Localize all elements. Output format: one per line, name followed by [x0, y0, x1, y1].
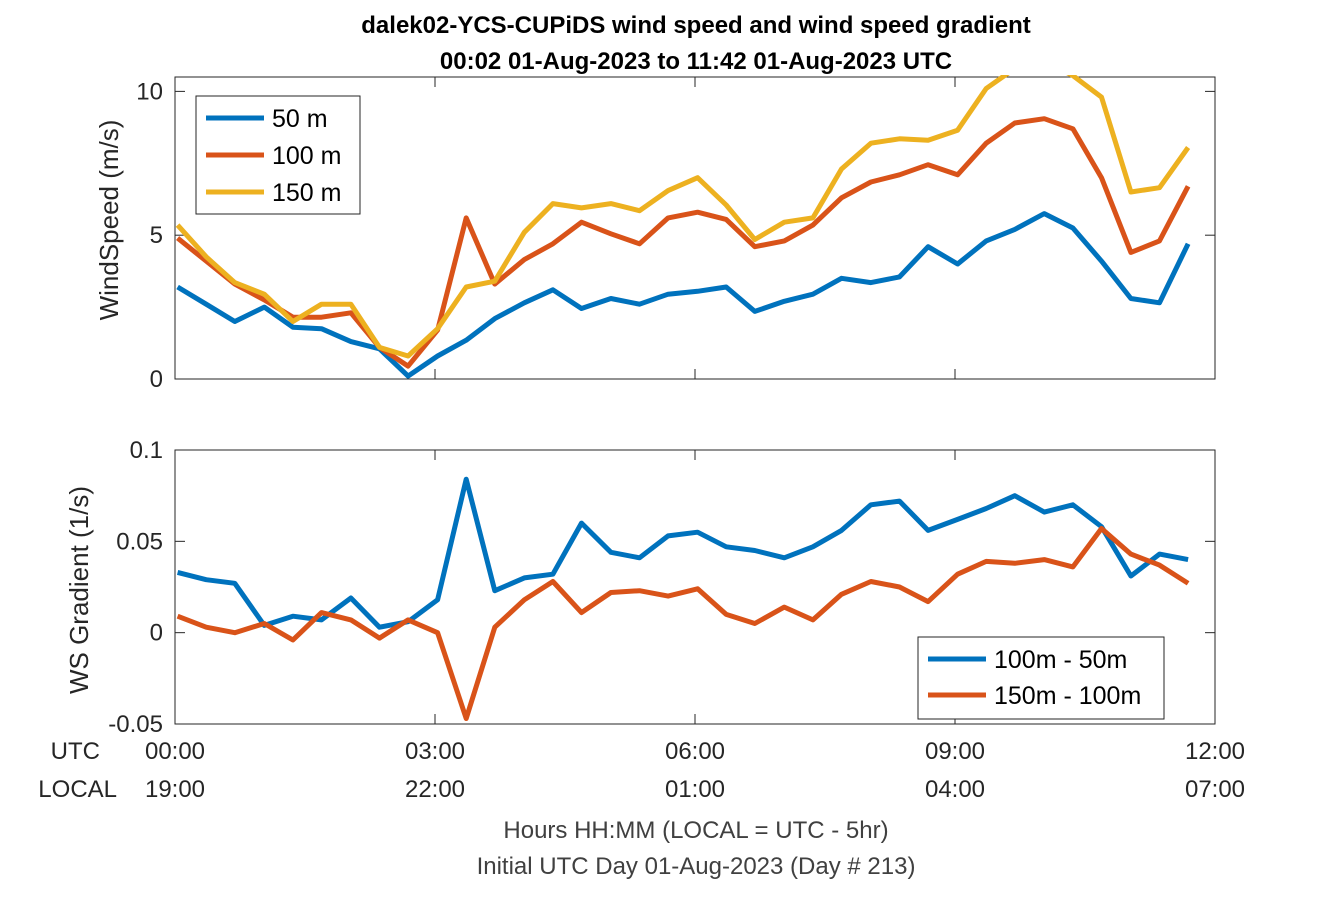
y-tick-label: -0.05	[108, 711, 163, 738]
wind-speed-panel: 0 5 10 WindSpeed (m/s) 50 m 100 m 150 m	[94, 61, 1216, 393]
x-tick-label-local: 04:00	[925, 776, 985, 803]
x-tick-label-utc: 06:00	[665, 738, 725, 765]
legend-label: 150 m	[272, 179, 341, 207]
x-tick-label-local: 22:00	[405, 776, 465, 803]
legend-label: 100 m	[272, 142, 341, 170]
legend: 50 m 100 m 150 m	[195, 95, 361, 215]
legend-box	[917, 636, 1165, 720]
y-tick-label: 0	[150, 620, 163, 647]
legend-label: 100m - 50m	[994, 646, 1127, 674]
y-tick-label: 0	[150, 366, 163, 393]
legend: 100m - 50m 150m - 100m	[917, 636, 1165, 720]
x-axis-label-line1: Hours HH:MM (LOCAL = UTC - 5hr)	[503, 817, 888, 844]
x-tick-label-local: 01:00	[665, 776, 725, 803]
y-tick-label: 10	[136, 78, 163, 105]
y-tick-label: 0.1	[130, 437, 163, 464]
y-tick-label: 0.05	[116, 528, 163, 555]
y-axis-label: WindSpeed (m/s)	[94, 120, 124, 321]
x-tick-label-utc: 09:00	[925, 738, 985, 765]
series-line-150m-100m	[176, 526, 1190, 721]
series-line-150-m	[175, 75, 1191, 359]
wind-gradient-panel: -0.05 0 0.05 0.1 WS Gradient (1/s) 00:00 19:00…	[64, 437, 1245, 803]
series-line-100-m	[176, 116, 1191, 369]
utc-row-label: UTC	[51, 738, 100, 765]
legend-label: 150m - 100m	[994, 682, 1141, 710]
x-tick-label-local: 19:00	[145, 776, 205, 803]
series-line-100m-50m	[176, 476, 1189, 630]
y-tick-label: 5	[150, 222, 163, 249]
chart-title-line1: dalek02-YCS-CUPiDS wind speed and wind s…	[361, 12, 1030, 39]
legend-label: 50 m	[272, 105, 328, 133]
chart-title-line2: 00:02 01-Aug-2023 to 11:42 01-Aug-2023 U…	[440, 48, 952, 75]
x-tick-label-local: 07:00	[1185, 776, 1245, 803]
y-axis-label: WS Gradient (1/s)	[64, 486, 94, 694]
x-tick-label-utc: 03:00	[405, 738, 465, 765]
x-tick-label-utc: 12:00	[1185, 738, 1245, 765]
x-axis-label-line2: Initial UTC Day 01-Aug-2023 (Day # 213)	[477, 853, 916, 880]
x-tick-label-utc: 00:00	[145, 738, 205, 765]
local-row-label: LOCAL	[38, 776, 117, 803]
series-line-50-m	[176, 211, 1191, 379]
